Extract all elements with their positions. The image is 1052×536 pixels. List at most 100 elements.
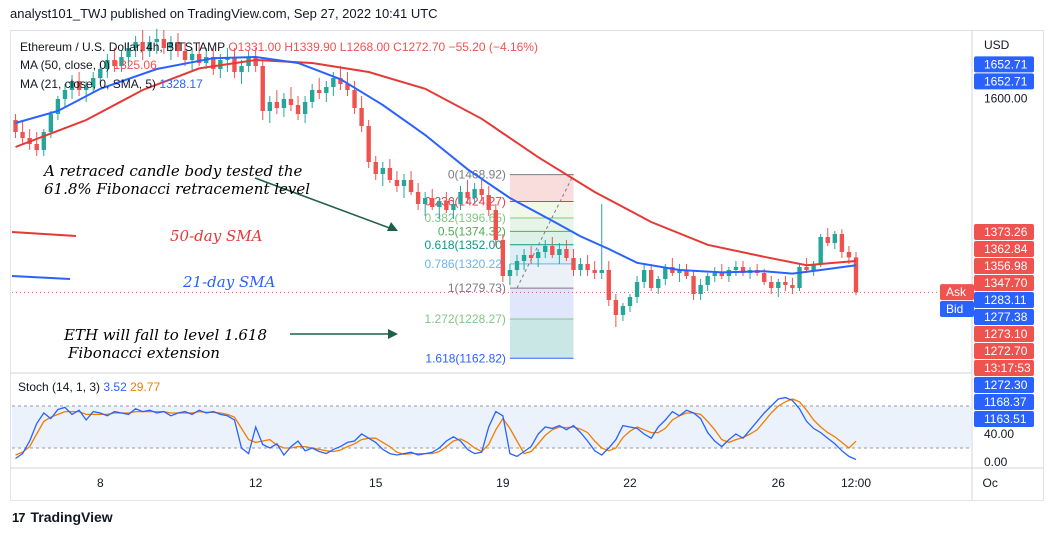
candle-body <box>401 180 407 186</box>
price-axis-unit: USD <box>984 38 1010 52</box>
tradingview-brand: TradingView <box>30 509 113 525</box>
price-axis-badge <box>974 377 1034 394</box>
candle-body <box>267 102 272 111</box>
candle-body <box>239 66 244 72</box>
tradingview-logo[interactable]: 17 TradingView <box>12 509 113 525</box>
time-axis-tick: 8 <box>97 476 104 490</box>
price-axis-badge <box>974 275 1034 292</box>
ma50-value: 1325.06 <box>113 58 157 72</box>
extension-line2: Fibonacci extension <box>68 344 220 362</box>
candle-body <box>479 189 484 195</box>
candle-body <box>98 69 103 78</box>
stoch-k-value: 3.52 <box>103 380 127 394</box>
time-axis-tick: 26 <box>772 476 786 490</box>
candle-body <box>585 264 590 270</box>
candle-body <box>790 285 795 288</box>
ohlc-low: L1268.00 <box>339 40 390 54</box>
price-axis-badge <box>974 326 1034 343</box>
fib-zone <box>509 218 574 232</box>
sma21-key-line <box>11 275 71 280</box>
stoch-k-line <box>15 396 857 461</box>
candle-body <box>839 234 845 252</box>
candle-body <box>48 114 54 132</box>
candle-body <box>571 258 576 270</box>
candle-body <box>422 198 428 204</box>
candle-body <box>34 144 39 150</box>
candle-body <box>147 42 152 51</box>
candle-body <box>451 204 456 210</box>
time-axis-tick: 12 <box>249 476 263 490</box>
price-axis-badge <box>974 360 1034 377</box>
candle-body <box>281 99 287 108</box>
price-axis-badge <box>974 241 1034 258</box>
candle-body <box>196 54 202 63</box>
candle-body <box>430 198 435 207</box>
candle-body <box>528 255 534 258</box>
candle-body <box>719 273 724 276</box>
candle-body <box>83 87 89 90</box>
candle-body <box>472 189 477 198</box>
candle-body <box>592 270 597 273</box>
ma50-legend: MA (50, close, 0) 1325.06 <box>20 58 157 72</box>
candle-body <box>543 246 548 252</box>
candle-body <box>112 60 117 66</box>
candle-body <box>634 282 640 297</box>
retrace-line2: 61.8% Fibonacci retracement level <box>44 180 311 198</box>
candle-body <box>578 264 583 270</box>
candle-body <box>41 132 46 150</box>
retrace-line1: A retraced candle body tested the <box>44 162 303 180</box>
ask-badge <box>940 284 974 301</box>
candle-body <box>740 267 746 273</box>
fib-level-label: 0.786(1320.22) <box>425 257 506 271</box>
stoch-name: Stoch (14, 1, 3) <box>18 380 101 394</box>
stoch-d-value: 29.77 <box>130 380 161 394</box>
fib-level-label: 0.5(1374.32) <box>438 224 506 238</box>
candle-body <box>175 42 181 51</box>
symbol-name: Ethereum / U.S. Dollar, 4h, BITSTAMP <box>20 40 225 54</box>
fib-zone <box>509 174 574 202</box>
candle-body <box>366 126 371 162</box>
sma50-annotation: 50-day SMA <box>170 227 263 245</box>
price-axis-value: 1362.84 <box>984 242 1028 256</box>
chart-frame[interactable] <box>10 30 1044 501</box>
candle-body <box>557 249 562 255</box>
fib-level-label: 1(1279.73) <box>448 281 506 295</box>
fib-level-label: 1.272(1228.27) <box>425 312 506 326</box>
candle-body <box>846 252 852 258</box>
candle-body <box>274 102 280 108</box>
price-axis-value: 1277.38 <box>984 310 1028 324</box>
candle-body <box>641 270 647 282</box>
candle-body <box>832 234 838 243</box>
candle-body <box>140 42 145 51</box>
candle-body <box>550 246 555 255</box>
price-axis-value: 1272.70 <box>984 344 1028 358</box>
candle-body <box>811 264 816 270</box>
price-change: −55.20 (−4.16%) <box>448 40 538 54</box>
candle-body <box>620 306 626 315</box>
retrace-arrow-head <box>387 222 398 231</box>
price-axis-badge <box>974 73 1034 90</box>
fib-zone <box>509 319 574 359</box>
retrace-arrow-line <box>254 177 396 231</box>
sma21-line <box>15 55 857 275</box>
price-axis-badge <box>974 224 1034 241</box>
candle-body <box>309 90 315 102</box>
candle-body <box>394 180 400 186</box>
candle-body <box>295 105 301 114</box>
candle-body <box>804 267 809 270</box>
candle-body <box>656 279 661 288</box>
price-axis-badge <box>974 343 1034 360</box>
candle-body <box>161 39 167 48</box>
candle-body <box>20 132 25 138</box>
ma21-value: 1328.17 <box>159 77 203 91</box>
price-axis-value: 1373.26 <box>984 225 1028 239</box>
ask-label: Ask <box>946 285 967 299</box>
candle-body <box>253 57 258 66</box>
candle-body <box>493 210 498 240</box>
ma50-name: MA (50, close, 0) <box>20 58 111 72</box>
extension-line1: ETH will fall to level 1.618 <box>64 326 268 344</box>
ma21-legend: MA (21, close, 0, SMA, 5) 1328.17 <box>20 77 203 91</box>
time-axis-tick: 22 <box>623 476 637 490</box>
candle-body <box>345 84 350 90</box>
